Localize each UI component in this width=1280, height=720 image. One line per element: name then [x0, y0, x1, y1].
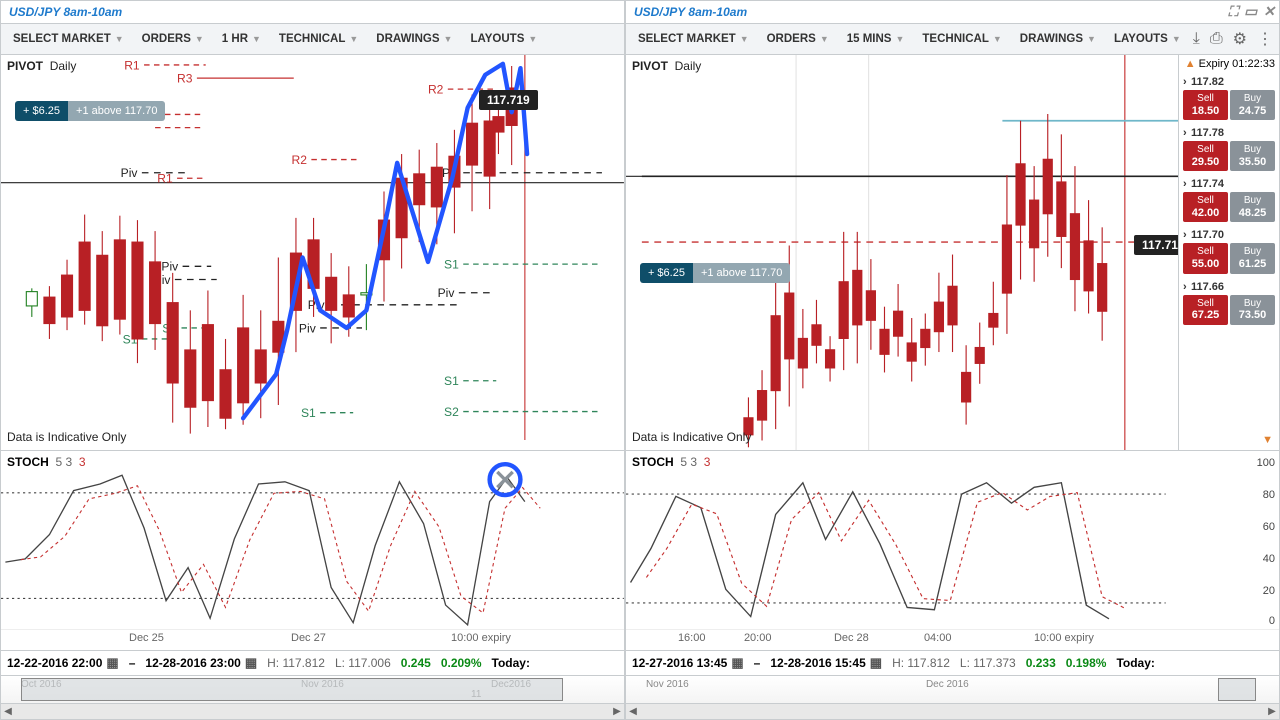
ladder-row: 117.70Sell55.00Buy61.25 — [1179, 226, 1279, 277]
status-bar-right: 12-27-2016 13:45 ▦ – 12-28-2016 15:45 ▦ … — [626, 650, 1279, 675]
buy-button[interactable]: Buy73.50 — [1230, 295, 1275, 325]
menu-drawings[interactable]: DRAWINGS ▼ — [1012, 28, 1104, 50]
navigator-brush[interactable] — [21, 678, 563, 701]
svg-text:R1: R1 — [124, 58, 140, 72]
window-title-right: USD/JPY 8am-10am ⛶ ▭ ✕ — [626, 1, 1279, 24]
svg-text:Piv: Piv — [438, 286, 455, 300]
last-price-label: 117.719 — [479, 90, 538, 110]
status-bar-left: 12-22-2016 22:00 ▦ – 12-28-2016 23:00 ▦ … — [1, 650, 624, 675]
position-chips[interactable]: + $6.25 +1 above 117.70 — [15, 101, 165, 121]
scroll-left-icon[interactable]: ◀ — [626, 706, 640, 717]
pnl-chip: + $6.25 — [640, 263, 693, 283]
sell-button[interactable]: Sell55.00 — [1183, 243, 1228, 273]
settings-icon[interactable]: ⚙ — [1231, 27, 1249, 51]
svg-text:S1: S1 — [444, 258, 459, 272]
buy-button[interactable]: Buy24.75 — [1230, 90, 1275, 120]
menu-orders[interactable]: ORDERS ▼ — [134, 28, 212, 50]
menu-select-market[interactable]: SELECT MARKET ▼ — [5, 28, 132, 50]
menu-technical[interactable]: TECHNICAL ▼ — [271, 28, 366, 50]
calendar-icon[interactable]: ▦ — [870, 655, 882, 671]
overflow-icon[interactable]: ⋮ — [1255, 27, 1275, 51]
scroll-right-icon[interactable]: ▶ — [1265, 706, 1279, 717]
price-chart-right[interactable]: R2 PIVOT Daily + $6.25 +1 above 117.70 1… — [626, 55, 1279, 450]
calendar-icon[interactable]: ▦ — [245, 655, 257, 671]
calendar-icon[interactable]: ▦ — [731, 655, 743, 671]
svg-text:S2: S2 — [444, 405, 459, 419]
disclaimer: Data is Indicative Only — [7, 430, 126, 444]
navigator-brush[interactable] — [1218, 678, 1256, 701]
minimize-icon[interactable]: ▭ — [1244, 3, 1257, 20]
right-panel: USD/JPY 8am-10am ⛶ ▭ ✕ SELECT MARKET ▼OR… — [625, 0, 1280, 720]
sell-button[interactable]: Sell18.50 — [1183, 90, 1228, 120]
close-icon[interactable]: ✕ — [1263, 3, 1275, 20]
stochastic-panel-left[interactable]: STOCH 5 3 3 — [1, 450, 624, 629]
sell-button[interactable]: Sell42.00 — [1183, 192, 1228, 222]
svg-text:R2: R2 — [291, 153, 307, 167]
left-panel: USD/JPY 8am-10am SELECT MARKET ▼ORDERS ▼… — [0, 0, 625, 720]
print-icon[interactable]: ⎙ — [1208, 28, 1225, 50]
svg-text:R3: R3 — [177, 72, 193, 86]
svg-text:S1: S1 — [444, 374, 459, 388]
menu-select-market[interactable]: SELECT MARKET ▼ — [630, 28, 757, 50]
ladder-row: 117.74Sell42.00Buy48.25 — [1179, 175, 1279, 226]
scroll-left-icon[interactable]: ◀ — [1, 706, 15, 717]
menu-1-hr[interactable]: 1 HR ▼ — [214, 28, 269, 50]
time-axis-left: Dec 25Dec 2710:00 expiry — [1, 629, 624, 650]
buy-button[interactable]: Buy48.25 — [1230, 192, 1275, 222]
sell-button[interactable]: Sell29.50 — [1183, 141, 1228, 171]
svg-text:Piv: Piv — [161, 260, 178, 274]
h-scrollbar-left[interactable]: ◀▶ — [1, 703, 624, 719]
menu-layouts[interactable]: LAYOUTS ▼ — [462, 28, 545, 50]
menu-orders[interactable]: ORDERS ▼ — [759, 28, 837, 50]
scroll-right-icon[interactable]: ▶ — [610, 706, 624, 717]
svg-text:R2: R2 — [428, 83, 444, 97]
svg-text:Piv: Piv — [121, 166, 138, 180]
level-chip: +1 above 117.70 — [693, 263, 790, 283]
buy-button[interactable]: Buy61.25 — [1230, 243, 1275, 273]
svg-text:S1: S1 — [301, 406, 316, 420]
stoch-header: STOCH 5 3 3 — [632, 455, 711, 469]
buy-button[interactable]: Buy35.50 — [1230, 141, 1275, 171]
svg-text:R1: R1 — [157, 172, 173, 186]
maximize-icon[interactable]: ⛶ — [1228, 3, 1238, 20]
sell-button[interactable]: Sell67.25 — [1183, 295, 1228, 325]
expiry-row: ▲ Expiry 01:22:33 — [1179, 55, 1279, 73]
stoch-header: STOCH 5 3 3 — [7, 455, 86, 469]
disclaimer: Data is Indicative Only — [632, 430, 751, 444]
ladder-row: 117.82Sell18.50Buy24.75 — [1179, 73, 1279, 124]
menu-layouts[interactable]: LAYOUTS ▼ — [1106, 28, 1189, 50]
navigator-left[interactable]: Oct 2016Nov 2016Dec201611 — [1, 675, 624, 703]
up-arrow-icon: ▲ — [1185, 58, 1196, 70]
position-chips[interactable]: + $6.25 +1 above 117.70 — [640, 263, 790, 283]
h-scrollbar-right[interactable]: ◀▶ — [626, 703, 1279, 719]
title-text: USD/JPY 8am-10am — [9, 5, 122, 19]
deal-ticket-panel: ▲ Expiry 01:22:33 117.82Sell18.50Buy24.7… — [1178, 55, 1279, 450]
navigator-right[interactable]: Nov 2016Dec 2016 — [626, 675, 1279, 703]
level-chip: +1 above 117.70 — [68, 101, 165, 121]
pivot-header: PIVOT Daily — [7, 59, 76, 73]
down-arrow-icon[interactable]: ▼ — [1179, 434, 1279, 450]
time-axis-right: 16:0020:00Dec 2804:0010:00 expiry — [626, 629, 1279, 650]
toolbar-left: SELECT MARKET ▼ORDERS ▼1 HR ▼TECHNICAL ▼… — [1, 24, 624, 55]
export-icon[interactable]: ⤓ — [1191, 28, 1202, 50]
menu-15-mins[interactable]: 15 MINS ▼ — [839, 28, 913, 50]
ladder-row: 117.78Sell29.50Buy35.50 — [1179, 124, 1279, 175]
pivot-header: PIVOT Daily — [632, 59, 701, 73]
window-title-left: USD/JPY 8am-10am — [1, 1, 624, 24]
calendar-icon[interactable]: ▦ — [106, 655, 118, 671]
svg-text:Piv: Piv — [299, 321, 316, 335]
price-chart-left[interactable]: R1R3R1R2R2R1PivPivPivPivPivPivPivS1S1S1S… — [1, 55, 624, 450]
toolbar-right: SELECT MARKET ▼ORDERS ▼15 MINS ▼TECHNICA… — [626, 24, 1279, 55]
menu-technical[interactable]: TECHNICAL ▼ — [914, 28, 1009, 50]
title-text: USD/JPY 8am-10am — [634, 5, 747, 19]
pnl-chip: + $6.25 — [15, 101, 68, 121]
stochastic-panel-right[interactable]: STOCH 5 3 3 100806040200 — [626, 450, 1279, 629]
menu-drawings[interactable]: DRAWINGS ▼ — [368, 28, 460, 50]
ladder-row: 117.66Sell67.25Buy73.50 — [1179, 278, 1279, 329]
